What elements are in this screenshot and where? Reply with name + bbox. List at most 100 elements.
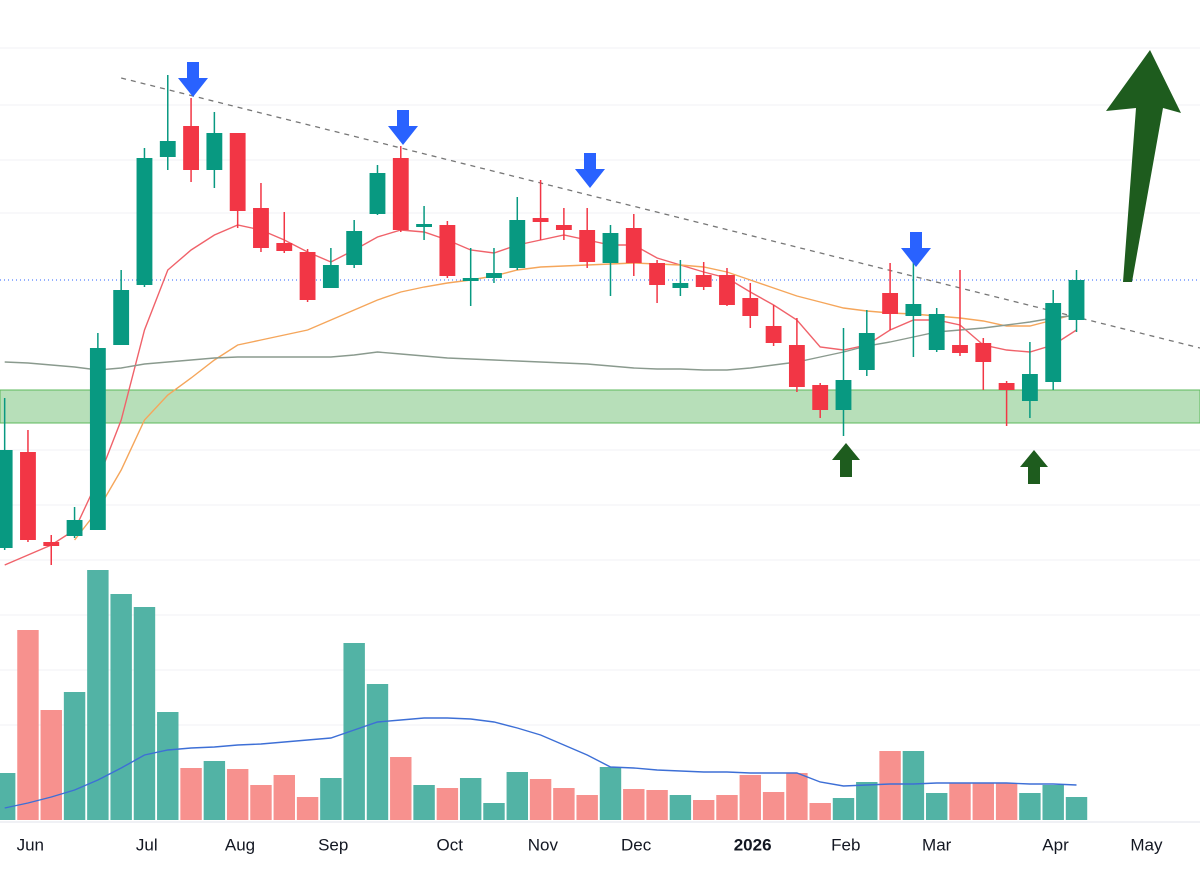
volume-bar [739,775,762,820]
volume-bar [17,630,39,820]
candle-body [159,141,176,157]
candle-body [579,230,596,262]
volume-bar [110,594,132,820]
candle-body [346,231,363,265]
volume-bar [553,788,575,820]
volume-bar [925,793,948,820]
candle-body [439,225,456,276]
volume-bar [506,772,528,820]
volume-bar [296,797,319,820]
candle-layer [0,75,1085,565]
x-tick-label: 2026 [734,835,772,854]
volume-bar [856,782,878,820]
support-arrows [832,50,1181,484]
candle-body [276,243,293,251]
x-tick-label: May [1130,835,1163,854]
candle-body [113,290,130,345]
volume-bar [576,795,598,820]
volume-bar [0,773,16,820]
resistance-arrows [178,62,931,267]
candle-body [882,293,899,314]
candle-body [20,452,36,540]
candle-body [742,298,759,316]
candle-body [416,224,432,227]
volume-bar [226,769,249,820]
candle-body [835,380,852,410]
support-zone [0,389,1200,424]
x-tick-label: Jun [17,835,44,854]
volume-bar [902,751,925,820]
down-arrow [901,232,931,267]
volume-bar [786,773,808,820]
x-tick-label: Mar [922,835,952,854]
volume-bar [809,803,831,820]
volume-bar [949,783,971,820]
candle-body [928,314,945,350]
volume-bar [413,785,435,820]
candle-body [66,520,83,536]
big-up-arrow [1106,50,1181,282]
volume-bar [63,692,86,820]
candle-body [183,126,199,170]
candle-body [1021,374,1038,401]
volume-bar [180,768,202,820]
candle-body [392,158,409,230]
down-arrow [178,62,208,97]
candle-body [625,228,642,263]
candle-body [136,158,153,285]
down-arrow [575,153,605,188]
candle-body [602,233,619,263]
x-tick-label: Oct [436,835,463,854]
volume-bar [832,798,855,820]
volume-bar [343,643,365,820]
candle-body [206,133,223,170]
candle-body [998,383,1015,390]
volume-bar [366,684,389,820]
x-tick-label: Apr [1042,835,1069,854]
volume-bar [879,751,901,820]
candle-body [1068,280,1085,320]
volume-bar [995,783,1018,820]
candle-body [649,263,666,285]
candle-body [43,542,60,546]
candle-body [89,348,106,530]
volume-average [4,717,1077,809]
volume-bar [692,800,715,820]
candle-body [532,218,549,222]
volume-bar [762,792,785,820]
volume-bar [87,570,109,820]
candle-body [952,345,968,353]
candle-body [975,343,992,362]
volume-bar [459,778,482,820]
volume-bar [273,775,295,820]
candle-body [509,220,526,268]
volume-bar [972,783,995,820]
volume-bar [623,789,645,820]
volume-bar [483,803,505,820]
x-tick-label: Dec [621,835,652,854]
volume-bar [157,712,179,820]
x-tick-label: Feb [831,835,860,854]
volume-bar [250,785,272,820]
volume-bar [716,795,738,820]
x-tick-label: Sep [318,835,348,854]
candle-body [322,265,339,288]
volume-bar [1019,793,1041,820]
up-arrow [1020,450,1048,484]
volume-bar [646,790,668,820]
candle-body [719,275,735,305]
x-tick-label: Jul [136,835,158,854]
volume-layer [0,570,1088,820]
candle-body [765,326,782,343]
x-tick-label: Nov [528,835,559,854]
candle-body [555,225,572,230]
candle-body [788,345,805,387]
volume-bar [203,761,226,820]
candle-body [812,385,829,410]
candle-body [462,278,479,281]
candle-body [369,173,386,214]
candle-body [0,450,13,548]
volume-bar [40,710,62,820]
candle-body [858,333,875,370]
